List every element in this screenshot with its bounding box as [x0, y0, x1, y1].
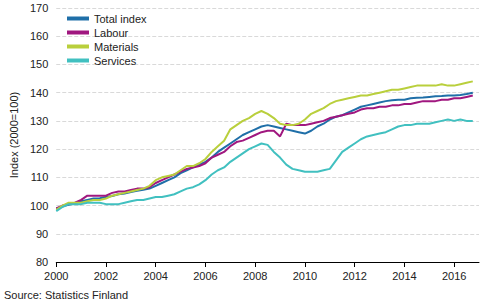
svg-text:120: 120: [30, 143, 48, 155]
svg-text:2000: 2000: [44, 270, 68, 282]
svg-text:150: 150: [30, 58, 48, 70]
svg-text:80: 80: [36, 256, 48, 268]
svg-text:2004: 2004: [143, 270, 167, 282]
svg-text:2016: 2016: [442, 270, 466, 282]
svg-text:Source: Statistics Finland: Source: Statistics Finland: [4, 289, 128, 301]
svg-text:2002: 2002: [94, 270, 118, 282]
svg-text:160: 160: [30, 30, 48, 42]
svg-text:2010: 2010: [293, 270, 317, 282]
svg-text:2008: 2008: [243, 270, 267, 282]
svg-text:Services: Services: [94, 55, 137, 67]
svg-text:Total index: Total index: [94, 13, 147, 25]
svg-text:2014: 2014: [392, 270, 416, 282]
svg-text:130: 130: [30, 115, 48, 127]
svg-text:2006: 2006: [193, 270, 217, 282]
svg-text:Materials: Materials: [94, 41, 139, 53]
svg-text:Labour: Labour: [94, 27, 129, 39]
svg-text:Index (2000=100): Index (2000=100): [8, 92, 20, 179]
svg-text:170: 170: [30, 2, 48, 14]
svg-text:100: 100: [30, 200, 48, 212]
svg-text:140: 140: [30, 87, 48, 99]
svg-text:2012: 2012: [342, 270, 366, 282]
svg-text:110: 110: [31, 171, 49, 183]
svg-text:90: 90: [36, 228, 48, 240]
